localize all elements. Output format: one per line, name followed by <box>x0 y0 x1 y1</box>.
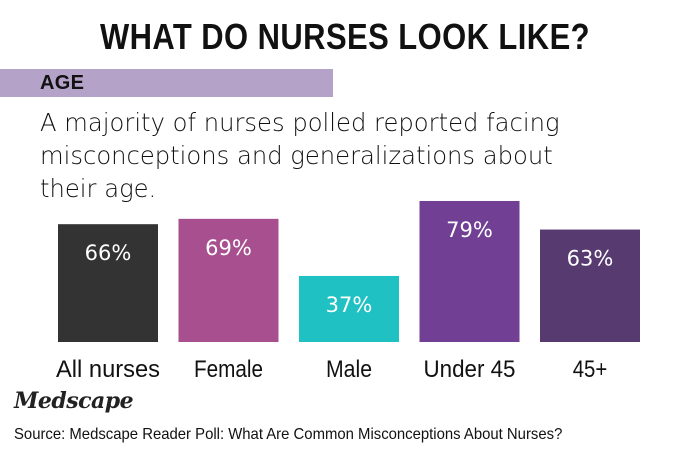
category-label: Under 45 <box>424 356 516 383</box>
bar-45- <box>540 229 640 342</box>
section-bar <box>0 69 333 97</box>
bar-value-label: 69% <box>205 236 252 260</box>
bar-value-label: 63% <box>567 247 614 271</box>
category-label: All nurses <box>56 356 160 383</box>
bar-value-label: 79% <box>446 218 493 242</box>
chart-title: WHAT DO NURSES LOOK LIKE? <box>99 16 591 57</box>
bar-value-label: 37% <box>326 293 373 317</box>
bar-value-label: 66% <box>85 241 132 265</box>
section-label: AGE <box>40 72 85 94</box>
category-label: Female <box>194 356 263 383</box>
bar-under-45 <box>419 200 520 342</box>
category-label: Male <box>326 356 372 383</box>
bar-all-nurses <box>58 224 158 342</box>
medscape-logo: Medscape <box>14 388 134 414</box>
source-note: Source: Medscape Reader Poll: What Are C… <box>14 426 563 443</box>
chart-subtitle: A majority of nurses polled reported fac… <box>40 108 560 203</box>
bar-female <box>178 218 279 342</box>
category-label: 45+ <box>573 356 608 383</box>
bar-male <box>299 275 399 342</box>
